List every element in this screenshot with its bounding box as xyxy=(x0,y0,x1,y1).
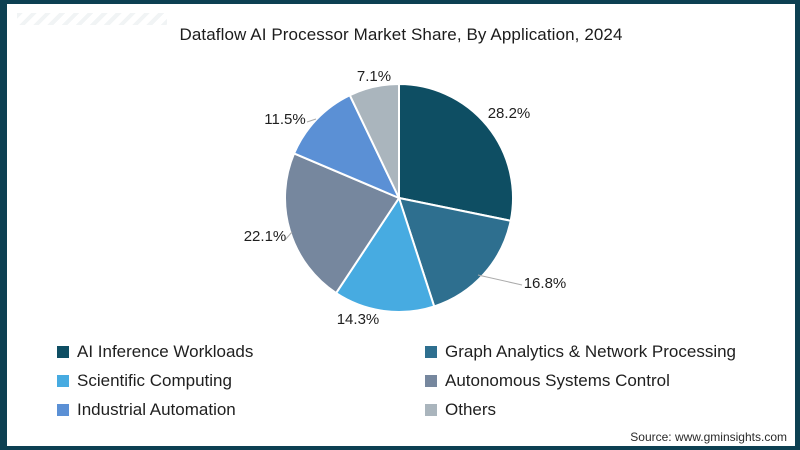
legend-item-1: Graph Analytics & Network Processing xyxy=(425,342,785,362)
legend-item-3: Autonomous Systems Control xyxy=(425,371,785,391)
legend-swatch xyxy=(425,346,437,358)
legend-swatch xyxy=(57,404,69,416)
legend-swatch xyxy=(57,375,69,387)
slice-percent-label: 7.1% xyxy=(357,68,391,85)
pie-slice-5 xyxy=(348,83,400,199)
legend-label: Others xyxy=(445,400,497,419)
slice-percent-label: 16.8% xyxy=(524,275,567,292)
label-leader-line xyxy=(306,118,317,123)
pie-slice-3 xyxy=(284,152,400,295)
legend-item-4: Industrial Automation xyxy=(57,400,425,420)
pie-slice-1 xyxy=(398,197,512,308)
label-leader-line xyxy=(477,274,523,286)
label-leader-line xyxy=(284,231,293,241)
legend-label: Scientific Computing xyxy=(77,371,232,390)
slice-percent-label: 14.3% xyxy=(337,311,380,328)
legend-swatch xyxy=(57,346,69,358)
watermark-pattern xyxy=(17,13,167,25)
legend-label: Autonomous Systems Control xyxy=(445,371,670,390)
legend-label: Industrial Automation xyxy=(77,400,236,419)
pie-slice-0 xyxy=(398,83,514,222)
legend: AI Inference Workloads Graph Analytics & … xyxy=(57,342,785,420)
chart-title: Dataflow AI Processor Market Share, By A… xyxy=(179,25,623,44)
slice-percent-label: 22.1% xyxy=(244,228,287,245)
legend-item-2: Scientific Computing xyxy=(57,371,425,391)
legend-item-0: AI Inference Workloads xyxy=(57,342,425,362)
legend-item-5: Others xyxy=(425,400,785,420)
legend-label: AI Inference Workloads xyxy=(77,342,254,361)
legend-swatch xyxy=(425,404,437,416)
slice-percent-label: 11.5% xyxy=(264,111,305,128)
source-attribution: Source: www.gminsights.com xyxy=(630,430,787,444)
slice-percent-label: 28.2% xyxy=(488,105,531,122)
pie-slice-4 xyxy=(293,94,400,199)
legend-swatch xyxy=(425,375,437,387)
pie-slice-2 xyxy=(335,197,436,313)
pie-svg: 28.2% 16.8% 14.3% 22.1% 11.5% 7.1% xyxy=(244,68,567,328)
legend-label: Graph Analytics & Network Processing xyxy=(445,342,737,361)
